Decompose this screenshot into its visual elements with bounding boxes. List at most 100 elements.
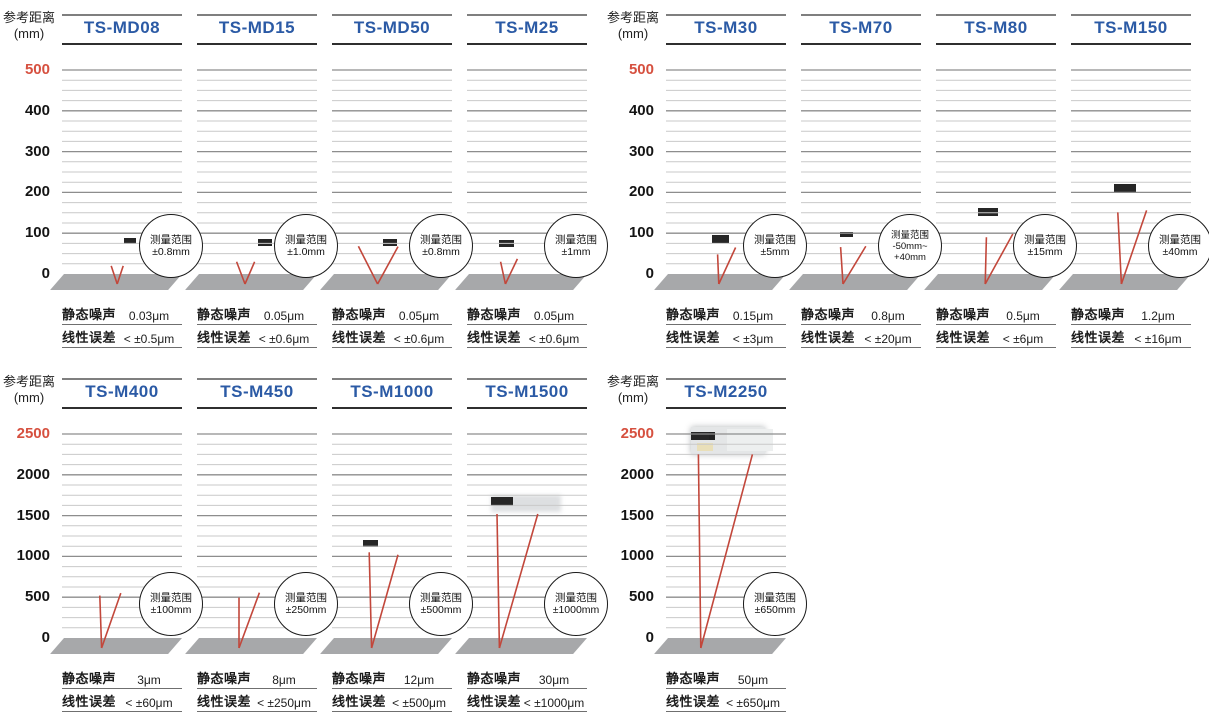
axis-unit-line1: 参考距离 [2,374,55,389]
header-bottom-rule [197,43,317,45]
measuring-range-text: ±500mm [420,604,462,616]
static-noise-row: 静态噪声 0.05μm [467,302,587,325]
sensor-panel-ts-m30: TS-M30 测量范围 ±5mm 静态噪声 0.15μm 线性误差 < ±3μm [654,8,807,358]
spec-table: 静态噪声 0.05μm 线性误差 < ±0.6μm [467,302,587,348]
linearity-error-label: 线性误差 [197,694,252,709]
y-tick-label: 0 [41,629,50,646]
model-title: TS-M30 [694,18,758,37]
measuring-range-text: ±1.0mm [287,246,325,258]
sensor-group-4: 参考距离 (mm) 2500 2000 1500 1000 500 0 TS-M2250 测量范围… [604,372,1204,720]
measuring-range-badge: 测量范围 ±0.8mm [409,214,473,278]
linearity-error-label: 线性误差 [467,330,522,345]
measuring-range-text: 测量范围 [420,234,462,246]
header-bottom-rule [467,407,587,409]
static-noise-value: 0.8μm [871,309,905,323]
spec-table: 静态噪声 1.2μm 线性误差 < ±16μm [1071,302,1191,348]
y-tick-label: 2500 [620,425,654,442]
static-noise-value: 0.05μm [398,309,440,323]
header-bottom-rule [936,43,1056,45]
axis-unit-line2: (mm) [617,390,649,405]
sensor-panel-ts-m400: TS-M400 测量范围 ±100mm 静态噪声 3μm 线性误差 < ±60μm [50,372,203,720]
axis-unit-label: 参考距离 (mm) [604,374,662,406]
linearity-error-label: 线性误差 [62,694,117,709]
static-noise-value: 8μm [272,673,296,687]
measurement-marker [382,238,397,246]
header-bottom-rule [62,43,182,45]
measuring-range-text: ±1000mm [552,604,600,616]
static-noise-label: 静态噪声 [666,307,721,322]
model-title: TS-MD15 [218,18,296,37]
sensor-photo-body [727,429,774,452]
static-noise-label: 静态噪声 [62,671,117,686]
static-noise-value: 30μm [538,673,570,687]
measuring-range-text: 测量范围 [1159,234,1201,246]
measuring-range-text: 测量范围 [555,592,597,604]
static-noise-label: 静态噪声 [666,671,721,686]
y-tick-label: 500 [24,61,50,78]
measuring-range-text: ±100mm [150,604,192,616]
laser-beam-icon [504,258,519,285]
linearity-error-label: 线性误差 [197,330,252,345]
y-tick-label: 2000 [620,465,654,483]
header-top-rule [62,378,182,380]
header-bottom-rule [332,43,452,45]
linearity-error-value: < ±650μm [726,696,780,710]
y-tick-label: 0 [41,265,50,282]
static-noise-row: 静态噪声 8μm [197,666,317,689]
linearity-error-label: 线性误差 [332,694,387,709]
header-top-rule [332,14,452,16]
y-tick-label: 300 [628,142,654,160]
laser-beam-icon [496,513,501,649]
laser-beam-icon [116,265,124,285]
linearity-error-value: < ±0.6μm [393,332,445,346]
axis-unit-line2: (mm) [617,26,649,41]
linearity-error-row: 线性误差 < ±650μm [666,689,786,712]
header-top-rule [467,14,587,16]
static-noise-row: 静态噪声 0.05μm [197,302,317,325]
laser-beam-icon [1117,212,1123,285]
laser-beam-icon [839,247,844,285]
header-bottom-rule [62,407,182,409]
distance-scale-plot [62,433,182,649]
measuring-range-badge: 测量范围 -50mm~ +40mm [878,214,942,278]
linearity-error-row: 线性误差 < ±250μm [197,689,317,712]
measuring-range-text: ±5mm [760,246,790,258]
measurement-marker [124,238,137,245]
measuring-range-text: ±0.8mm [152,246,190,258]
static-noise-value: 0.05μm [533,309,575,323]
laser-beam-icon [1120,210,1148,285]
header-bottom-rule [467,43,587,45]
axis-unit-label: 参考距离 (mm) [0,10,58,42]
axis-unit-label: 参考距离 (mm) [0,374,58,406]
static-noise-row: 静态噪声 30μm [467,666,587,689]
measuring-range-text: 测量范围 [555,234,597,246]
linearity-error-label: 线性误差 [666,330,721,345]
static-noise-row: 静态噪声 0.15μm [666,302,786,325]
laser-beam-icon [99,595,103,649]
static-noise-value: 12μm [403,673,435,687]
static-noise-row: 静态噪声 50μm [666,666,786,689]
measurement-marker [840,231,854,237]
laser-beam-icon [238,592,261,649]
y-tick-label: 1500 [16,506,50,524]
axis-unit-label: 参考距离 (mm) [604,10,662,42]
spec-table: 静态噪声 50μm 线性误差 < ±650μm [666,666,786,712]
laser-beam-icon [370,554,399,649]
static-noise-value: 50μm [737,673,769,687]
y-tick-label: 500 [628,588,654,606]
measuring-range-badge: 测量范围 ±0.8mm [139,214,203,278]
measuring-range-badge: 测量范围 ±15mm [1013,214,1077,278]
spec-table: 静态噪声 12μm 线性误差 < ±500μm [332,666,452,712]
spec-table: 静态噪声 0.05μm 线性误差 < ±0.6μm [197,302,317,348]
static-noise-value: 0.15μm [732,309,774,323]
y-tick-label: 0 [645,629,654,646]
header-top-rule [467,378,587,380]
static-noise-label: 静态噪声 [197,307,252,322]
laser-beam-icon [244,261,256,285]
measuring-range-badge: 测量范围 ±250mm [274,572,338,636]
linearity-error-value: < ±20μm [864,332,912,346]
model-title: TS-MD08 [83,18,161,37]
laser-beam-icon [718,247,737,285]
measuring-range-text: 测量范围 [150,592,192,604]
measurement-marker [1114,184,1136,193]
